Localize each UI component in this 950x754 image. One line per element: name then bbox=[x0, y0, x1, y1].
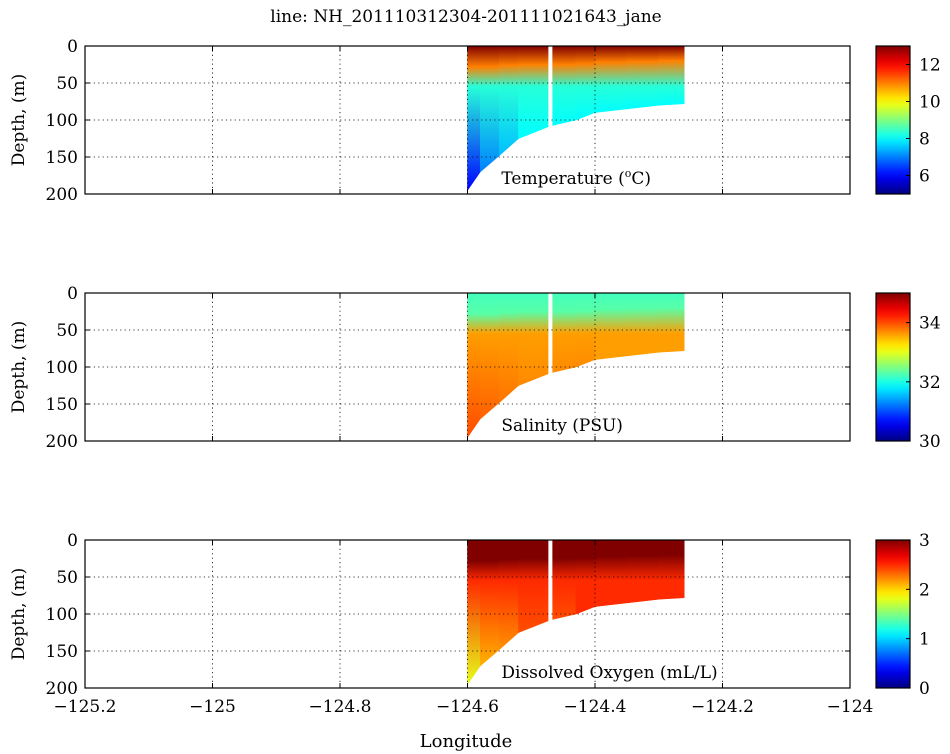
x-tick-label: −124.8 bbox=[309, 697, 372, 717]
x-axis-label: Longitude bbox=[420, 731, 513, 752]
x-tick-label: −124.6 bbox=[436, 697, 499, 717]
colorbar-tick-label: 10 bbox=[919, 93, 941, 113]
data-column bbox=[658, 539, 685, 600]
data-column bbox=[467, 45, 481, 192]
colorbar-tick-label: 34 bbox=[919, 314, 941, 334]
y-tick-label: 150 bbox=[46, 148, 78, 168]
y-tick-label: 200 bbox=[46, 432, 78, 452]
data-column bbox=[479, 539, 500, 667]
x-axis: −125.2 −125 −124.8 −124.6 −124.4 −124.2 −124 bbox=[54, 697, 874, 717]
data-column bbox=[550, 45, 577, 127]
y-tick-label: 50 bbox=[56, 568, 78, 588]
data-column bbox=[518, 45, 551, 139]
data-gap bbox=[548, 540, 553, 626]
panel-label: Temperature (oC) bbox=[501, 167, 651, 189]
data-column bbox=[626, 292, 660, 357]
y-tick-label: 100 bbox=[46, 605, 78, 625]
data-column bbox=[467, 292, 481, 439]
data-column bbox=[518, 539, 551, 633]
data-column bbox=[594, 539, 628, 607]
y-tick-label: 150 bbox=[46, 642, 78, 662]
data-column bbox=[594, 292, 628, 360]
panel-dissolved-oxygen: 0 50 100 150 200 Depth, (m) Dissolved Oxygen (… bbox=[9, 531, 930, 699]
panel-label: Dissolved Oxygen (mL/L) bbox=[501, 663, 717, 683]
y-tick-label: 100 bbox=[46, 358, 78, 378]
y-axis-label: Depth, (m) bbox=[9, 321, 29, 414]
colorbar bbox=[875, 45, 911, 195]
data-column bbox=[658, 292, 685, 353]
panel-temperature: 0 50 100 150 200 Depth, (m) Temperature (oC) 6 8… bbox=[9, 37, 941, 205]
x-tick-label: −124 bbox=[827, 697, 874, 717]
chart-title: line: NH_201110312304-201111021643_jane bbox=[270, 7, 661, 27]
colorbar-tick-label: 12 bbox=[919, 56, 941, 76]
colorbar-tick-label: 6 bbox=[919, 167, 930, 187]
y-axis-label: Depth, (m) bbox=[9, 568, 29, 661]
y-tick-label: 50 bbox=[56, 74, 78, 94]
data-column bbox=[626, 45, 660, 110]
data-column bbox=[499, 292, 519, 404]
panel-salinity: 0 50 100 150 200 Depth, (m) Salinity (PSU) 30 32… bbox=[9, 284, 941, 452]
data-gap bbox=[548, 46, 553, 132]
y-tick-label: 200 bbox=[46, 185, 78, 205]
colorbar-tick-label: 30 bbox=[919, 432, 941, 452]
y-tick-label: 0 bbox=[67, 531, 78, 551]
data-column bbox=[626, 539, 660, 604]
data-column bbox=[479, 292, 500, 420]
y-tick-label: 100 bbox=[46, 111, 78, 131]
data-column bbox=[658, 45, 685, 106]
data-column bbox=[594, 45, 628, 113]
colorbar-tick-label: 3 bbox=[919, 531, 930, 551]
colorbar bbox=[875, 292, 911, 442]
data-column bbox=[550, 539, 577, 621]
y-tick-label: 200 bbox=[46, 679, 78, 699]
data-gap bbox=[548, 293, 553, 379]
colorbar-tick-label: 1 bbox=[919, 630, 930, 650]
data-column bbox=[550, 292, 577, 374]
y-tick-label: 150 bbox=[46, 395, 78, 415]
y-axis-label: Depth, (m) bbox=[9, 74, 29, 167]
colorbar-tick-label: 32 bbox=[919, 373, 941, 393]
x-tick-label: −124.2 bbox=[691, 697, 754, 717]
x-tick-label: −125.2 bbox=[54, 697, 117, 717]
x-tick-label: −125 bbox=[189, 697, 236, 717]
x-tick-label: −124.4 bbox=[564, 697, 627, 717]
colorbar-tick-label: 2 bbox=[919, 580, 930, 600]
y-tick-label: 0 bbox=[67, 37, 78, 57]
data-column bbox=[518, 292, 551, 386]
colorbar-tick-label: 8 bbox=[919, 130, 930, 150]
colorbar-tick-label: 0 bbox=[919, 679, 930, 699]
colorbar bbox=[875, 539, 911, 689]
panel-label: Salinity (PSU) bbox=[501, 416, 623, 436]
data-column bbox=[467, 539, 481, 686]
data-column bbox=[499, 539, 519, 651]
y-tick-label: 0 bbox=[67, 284, 78, 304]
y-tick-label: 50 bbox=[56, 321, 78, 341]
data-column bbox=[499, 45, 519, 157]
data-column bbox=[479, 45, 500, 173]
